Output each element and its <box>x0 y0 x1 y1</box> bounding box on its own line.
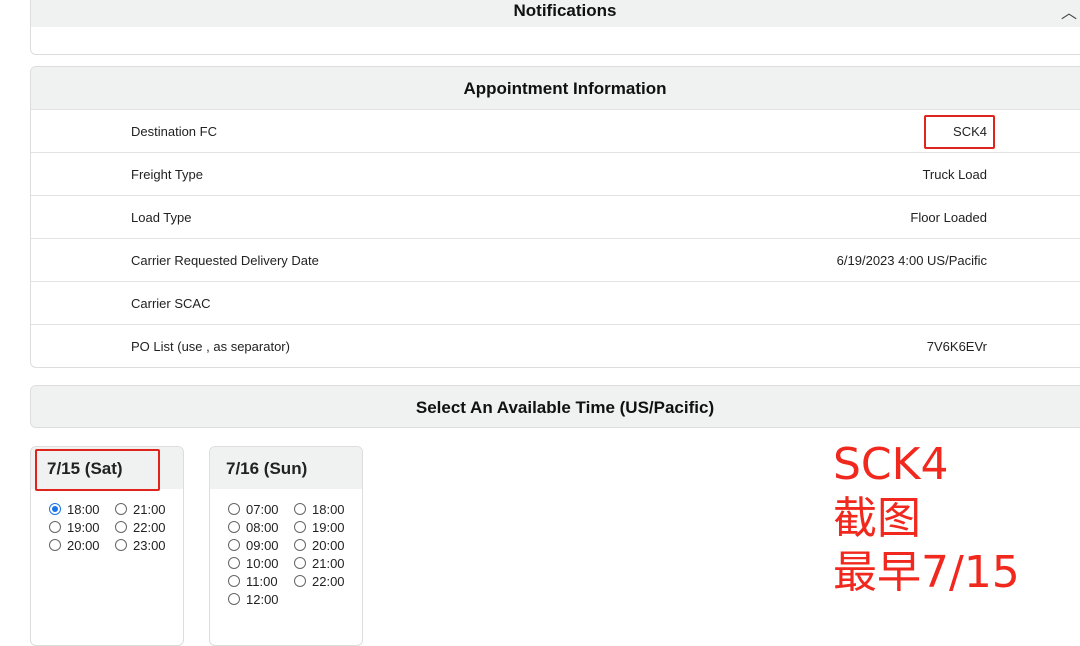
radio-icon[interactable] <box>294 575 306 587</box>
radio-icon[interactable] <box>49 539 61 551</box>
info-row: Load Type Floor Loaded <box>31 195 1080 238</box>
info-row: Carrier SCAC <box>31 281 1080 324</box>
time-slot-label: 11:00 <box>246 573 278 589</box>
time-slot-radio[interactable]: 19:00 <box>49 519 115 535</box>
radio-icon[interactable] <box>294 557 306 569</box>
info-value: Floor Loaded <box>910 210 987 225</box>
radio-icon[interactable] <box>228 503 240 515</box>
time-slot-radio[interactable]: 21:00 <box>294 555 360 571</box>
time-slot-radio[interactable]: 10:00 <box>228 555 294 571</box>
radio-icon[interactable] <box>228 593 240 605</box>
annotation-text: SCK4 截图 最早7/15 <box>833 438 1020 600</box>
appointment-title: Appointment Information <box>31 67 1080 109</box>
info-label: PO List (use , as separator) <box>131 339 290 354</box>
time-slot-label: 23:00 <box>133 537 166 553</box>
day-label: 7/15 (Sat) <box>31 447 183 489</box>
time-slot-radio[interactable]: 20:00 <box>294 537 360 553</box>
time-slot-radio[interactable]: 18:00 <box>294 501 360 517</box>
time-slot-label: 09:00 <box>246 537 279 553</box>
radio-icon[interactable] <box>294 503 306 515</box>
radio-icon[interactable] <box>115 503 127 515</box>
info-row: PO List (use , as separator) 7V6K6EVr <box>31 324 1080 367</box>
info-label: Destination FC <box>131 124 217 139</box>
time-slot-radio[interactable]: 23:00 <box>115 537 181 553</box>
time-slot-radio[interactable]: 08:00 <box>228 519 294 535</box>
radio-icon[interactable] <box>228 557 240 569</box>
time-slot-radio[interactable]: 19:00 <box>294 519 360 535</box>
info-label: Carrier Requested Delivery Date <box>131 253 319 268</box>
radio-icon[interactable] <box>294 539 306 551</box>
annotation-line: 截图 <box>833 493 921 544</box>
time-slot-label: 19:00 <box>67 519 100 535</box>
time-slot-label: 18:00 <box>312 501 345 517</box>
radio-icon[interactable] <box>228 575 240 587</box>
info-value: Truck Load <box>922 167 987 182</box>
day-card-1: 7/16 (Sun) 07:00 18:00 08:00 19:00 09:00 20:0… <box>209 446 363 646</box>
time-slot-radio[interactable]: 11:00 <box>228 573 294 589</box>
time-slot-label: 21:00 <box>133 501 166 517</box>
time-slot-label: 12:00 <box>246 591 279 607</box>
time-slot-radio[interactable]: 22:00 <box>115 519 181 535</box>
radio-icon[interactable] <box>228 521 240 533</box>
radio-icon[interactable] <box>294 521 306 533</box>
select-time-title: Select An Available Time (US/Pacific) <box>31 386 1080 427</box>
radio-icon[interactable] <box>228 539 240 551</box>
notifications-title: Notifications <box>513 1 617 20</box>
notifications-header[interactable]: Notifications <box>31 0 1080 27</box>
time-slot-label: 19:00 <box>312 519 345 535</box>
time-slot-label: 07:00 <box>246 501 279 517</box>
radio-icon[interactable] <box>49 521 61 533</box>
time-slot-radio[interactable]: 09:00 <box>228 537 294 553</box>
info-row: Freight Type Truck Load <box>31 152 1080 195</box>
time-slot-label: 22:00 <box>312 573 345 589</box>
annotation-line: 最早7/15 <box>833 547 1020 598</box>
appointment-panel: Appointment Information Destination FC SC… <box>30 66 1080 368</box>
time-slot-radio[interactable]: 22:00 <box>294 573 360 589</box>
info-value: SCK4 <box>953 124 987 139</box>
annotation-box-day <box>35 449 160 491</box>
radio-icon[interactable] <box>49 503 61 515</box>
time-slot-label: 10:00 <box>246 555 279 571</box>
info-label: Freight Type <box>131 167 204 182</box>
info-label: Carrier SCAC <box>131 296 211 311</box>
radio-icon[interactable] <box>115 539 127 551</box>
time-slot-label: 20:00 <box>67 537 100 553</box>
time-slot-radio[interactable]: 12:00 <box>228 591 294 607</box>
info-row: Carrier Requested Delivery Date 6/19/2023… <box>31 238 1080 281</box>
annotation-box-destination <box>924 115 995 149</box>
radio-icon[interactable] <box>115 521 127 533</box>
time-slot-radio[interactable]: 21:00 <box>115 501 181 517</box>
time-slot-radio[interactable]: 18:00 <box>49 501 115 517</box>
day-card-0: 7/15 (Sat) 18:00 21:00 19:00 22:00 20:00 23:0… <box>30 446 184 646</box>
time-slot-radio[interactable]: 20:00 <box>49 537 115 553</box>
time-slot-label: 21:00 <box>312 555 345 571</box>
chevron-up-icon[interactable]: ︿ <box>1060 5 1077 22</box>
info-value: 6/19/2023 4:00 US/Pacific <box>836 253 987 268</box>
info-label: Load Type <box>131 210 192 225</box>
annotation-line: SCK4 <box>833 439 949 490</box>
info-value: 7V6K6EVr <box>926 339 987 354</box>
time-slot-label: 20:00 <box>312 537 345 553</box>
time-slot-radio[interactable]: 07:00 <box>228 501 294 517</box>
notifications-panel: Notifications ︿ <box>30 0 1080 55</box>
time-slot-label: 18:00 <box>67 501 100 517</box>
time-slot-label: 08:00 <box>246 519 279 535</box>
info-row: Destination FC SCK4 <box>31 109 1080 152</box>
time-slot-label: 22:00 <box>133 519 166 535</box>
select-time-panel: Select An Available Time (US/Pacific) <box>30 385 1080 428</box>
day-label: 7/16 (Sun) <box>210 447 362 489</box>
